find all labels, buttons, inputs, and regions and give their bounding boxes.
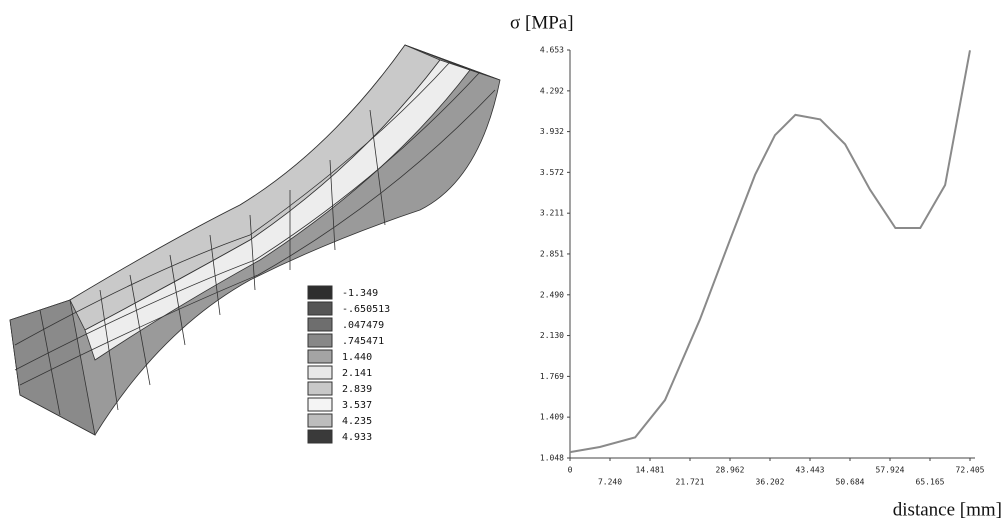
y-tick-label: 2.851 <box>540 249 564 258</box>
x-tick-label: 7.240 <box>598 478 622 487</box>
data-line <box>569 50 971 454</box>
legend-label: -1.349 <box>342 288 378 299</box>
legend-swatch <box>307 285 333 300</box>
y-tick-label: 1.048 <box>540 454 564 463</box>
x-tick-label: 0 <box>568 466 573 475</box>
y-tick-label: 4.653 <box>540 46 564 55</box>
x-axis-label: distance [mm] <box>893 499 1002 520</box>
contour-legend: -1.349 -.650513 .047479 .745471 1.440 2.141 2.… <box>307 285 390 444</box>
y-tick-label: 1.409 <box>540 413 564 422</box>
y-tick-label: 1.769 <box>540 372 564 381</box>
legend-swatch <box>307 365 333 380</box>
legend-swatch <box>307 333 333 348</box>
legend-label: .047479 <box>342 320 384 331</box>
legend-swatch <box>307 349 333 364</box>
y-axis-label: σ [MPa] <box>510 12 574 33</box>
y-tick-label: 3.211 <box>540 209 564 218</box>
legend-swatch <box>307 317 333 332</box>
x-tick-label: 36.202 <box>756 478 785 487</box>
y-tick-label: 3.932 <box>540 127 564 136</box>
legend-swatch <box>307 301 333 316</box>
x-tick-label: 72.405 <box>956 466 985 475</box>
y-tick-label: 4.292 <box>540 86 564 95</box>
legend-label: 4.933 <box>342 432 372 443</box>
legend-label: 2.141 <box>342 368 372 379</box>
x-tick-label: 57.924 <box>876 466 905 475</box>
x-tick-label: 28.962 <box>716 466 745 475</box>
legend-label: 1.440 <box>342 352 372 363</box>
legend-label: 4.235 <box>342 416 372 427</box>
legend-swatch <box>307 381 333 396</box>
x-tick-label: 65.165 <box>916 478 945 487</box>
x-tick-label: 14.481 <box>636 466 665 475</box>
fem-mesh <box>9 44 501 436</box>
legend-label: .745471 <box>342 336 384 347</box>
y-tick-label: 2.490 <box>540 290 564 299</box>
legend-swatch <box>307 397 333 412</box>
y-tick-label: 3.572 <box>540 168 564 177</box>
x-tick-label: 50.684 <box>836 478 865 487</box>
legend-label: 3.537 <box>342 400 372 411</box>
legend-label: -.650513 <box>342 304 390 315</box>
x-tick-label: 21.721 <box>676 478 705 487</box>
legend-swatch <box>307 413 333 428</box>
legend-label: 2.839 <box>342 384 372 395</box>
y-tick-label: 2.130 <box>540 331 564 340</box>
legend-swatch <box>307 429 333 444</box>
x-tick-label: 43.443 <box>796 466 825 475</box>
